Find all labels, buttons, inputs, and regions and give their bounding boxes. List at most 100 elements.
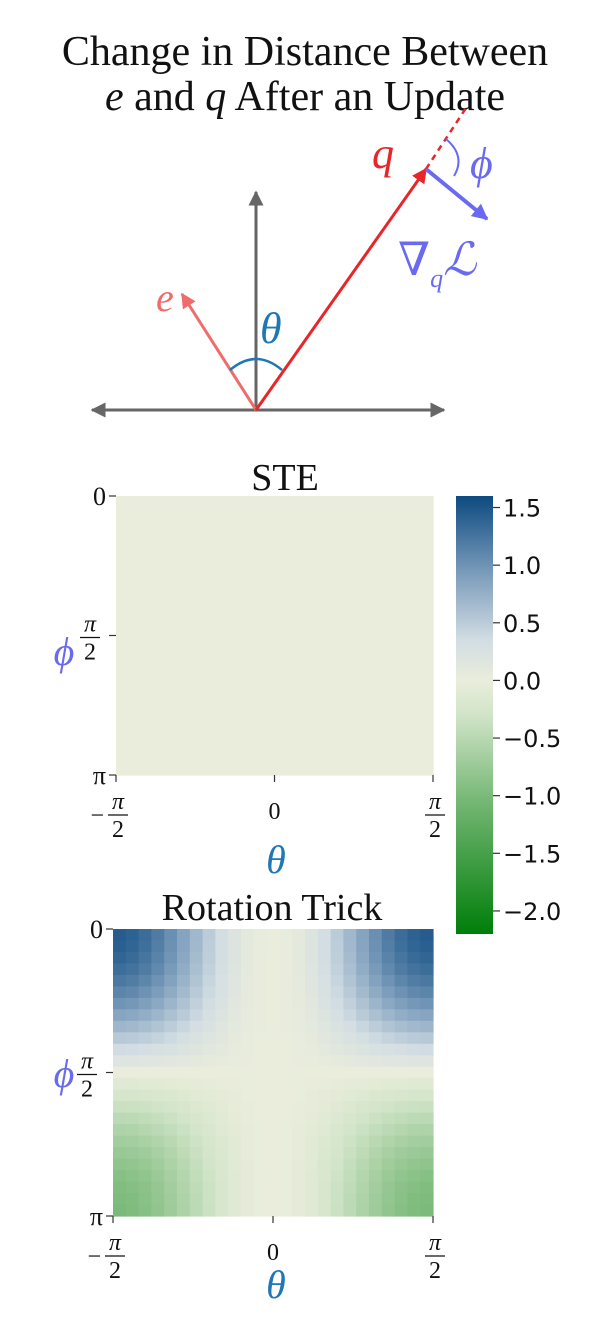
heatmap-cell [420, 763, 434, 776]
heatmap-cell [330, 997, 344, 1010]
heatmap-cell [407, 741, 421, 754]
heatmap-cell [266, 1158, 280, 1171]
heatmap-cell [177, 951, 191, 965]
heatmap-cell [154, 730, 168, 743]
heatmap-cell [420, 1066, 434, 1079]
heatmap-cell [394, 1089, 408, 1102]
heatmap-cell [230, 540, 244, 553]
heatmap-cell [407, 641, 421, 653]
heatmap-cell [381, 1043, 396, 1056]
heatmap-cell [266, 1112, 280, 1125]
heatmap-cell [317, 1135, 332, 1148]
heatmap-cell [279, 1135, 293, 1148]
heatmap-cell [317, 1124, 332, 1137]
heatmap-cell [255, 685, 269, 698]
x-tick-denominator: 2 [429, 817, 441, 843]
heatmap-cell [420, 540, 434, 553]
heatmap-cell [154, 496, 168, 508]
heatmap-cell [138, 1032, 152, 1045]
heatmap-cell [230, 596, 244, 609]
heatmap-cell [189, 1032, 204, 1045]
heatmap-cell [138, 963, 152, 976]
heatmap-cell [280, 585, 295, 598]
heatmap-cell [420, 596, 434, 609]
heatmap-cell [318, 596, 333, 609]
heatmap-cell [331, 763, 345, 776]
heatmap-cell [407, 652, 421, 664]
heatmap-cell [394, 663, 409, 676]
heatmap-cell [138, 1112, 152, 1125]
heatmap-cell [113, 986, 127, 999]
heatmap-cell [407, 607, 421, 620]
heatmap-cell [154, 596, 168, 609]
heatmap-cell [369, 741, 383, 754]
heatmap-cell [356, 641, 371, 653]
heatmap-cell [268, 562, 282, 575]
heatmap-cell [407, 1043, 421, 1056]
heatmap-cell [331, 696, 345, 709]
heatmap-cell [344, 585, 358, 598]
heatmap-cell [394, 574, 409, 586]
heatmap-cell [204, 496, 219, 508]
heatmap-cell [344, 551, 358, 564]
heatmap-cell [268, 763, 282, 776]
heatmap-cell [241, 929, 255, 942]
heatmap-cell [204, 629, 219, 642]
heatmap-cell [125, 1101, 140, 1114]
heatmap-cell [164, 951, 178, 965]
heatmap-cell [279, 1078, 293, 1091]
heatmap-cell [204, 641, 219, 653]
heatmap-cell [202, 1112, 216, 1125]
heatmap-cell [394, 585, 409, 598]
heatmap-cell [268, 496, 282, 508]
heatmap-cell [151, 940, 165, 953]
heatmap-cell [305, 1055, 319, 1068]
heatmap-cell [151, 1078, 165, 1091]
heatmap-cell [293, 574, 307, 586]
heatmap-cell [306, 607, 320, 620]
heatmap-cell [113, 1043, 127, 1056]
heatmap-cell [202, 1204, 216, 1217]
heatmap-cell [394, 940, 408, 953]
heatmap-cell [154, 652, 168, 664]
heatmap-cell [166, 663, 180, 676]
heatmap-cell [179, 708, 193, 720]
heatmap-cell [279, 1043, 293, 1056]
heatmap-cell [138, 1020, 152, 1033]
heatmap-cell [318, 551, 333, 564]
heatmap-cell [217, 551, 231, 564]
y-tick-denominator: 2 [84, 640, 96, 666]
heatmap-cell [217, 708, 231, 720]
rotation-trick-xlabel: θ [266, 1262, 286, 1307]
heatmap-cell [192, 540, 206, 553]
heatmap-cell [166, 752, 180, 765]
heatmap-cell [138, 1009, 152, 1022]
heatmap-cell [192, 518, 206, 531]
heatmap-cell [128, 663, 142, 676]
heatmap-cell [318, 507, 333, 519]
heatmap-cell [125, 1112, 140, 1125]
heatmap-cell [217, 574, 231, 586]
heatmap-cell [204, 551, 219, 564]
heatmap-cell [381, 986, 396, 999]
heatmap-cell [241, 1055, 255, 1068]
heatmap-cell [293, 763, 307, 776]
heatmap-cell [125, 1147, 140, 1160]
heatmap-cell [151, 1020, 165, 1033]
heatmap-cell [228, 1124, 242, 1137]
heatmap-cell [192, 551, 206, 564]
heatmap-cell [151, 986, 165, 999]
heatmap-cell [113, 1055, 127, 1068]
heatmap-cell [241, 1078, 255, 1091]
heatmap-cell [292, 1032, 306, 1045]
heatmap-cell [266, 940, 280, 953]
heatmap-cell [166, 507, 180, 519]
heatmap-cell [128, 652, 142, 664]
q-label: q [372, 129, 394, 178]
heatmap-cell [369, 1204, 383, 1217]
heatmap-cell [116, 551, 130, 564]
heatmap-cell [179, 507, 193, 519]
heatmap-cell [305, 1020, 319, 1033]
heatmap-cell [292, 940, 306, 953]
heatmap-cell [141, 507, 155, 519]
